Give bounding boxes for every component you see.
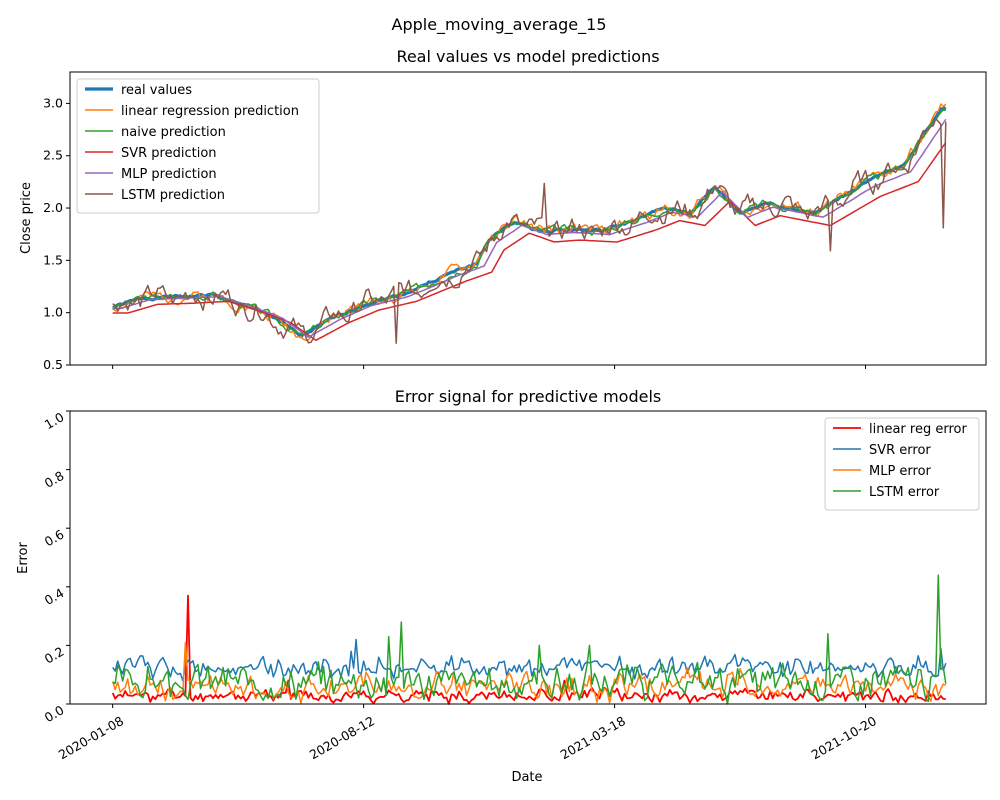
top-legend: real values linear regression prediction n…: [76, 78, 320, 214]
legend-box: [824, 417, 980, 511]
bottom-axes-frame: [69, 410, 987, 705]
top-x-ticks: [112, 365, 867, 369]
top-plot-area: [112, 103, 947, 344]
series-line: [112, 108, 947, 336]
bottom-y-ticks: 0.0 0.2 0.4 0.6 0.8 1.0: [42, 409, 70, 725]
series-line: [111, 594, 946, 705]
series-line: [112, 574, 947, 705]
legend-label: SVR prediction: [121, 146, 217, 161]
top-panel: Real values vs model predictions 0.5 1.0 1…: [19, 47, 987, 372]
legend-label: SVR error: [869, 443, 931, 458]
y-tick-label: 0.6: [42, 526, 67, 549]
y-tick-label: 0.0: [42, 702, 67, 725]
y-tick-label: 1.5: [43, 252, 63, 267]
bottom-xlabel: Date: [511, 770, 542, 785]
y-tick-label: 0.8: [42, 468, 67, 491]
legend-label: LSTM error: [869, 485, 940, 500]
legend-label: LSTM prediction: [121, 188, 225, 203]
legend-label: MLP error: [869, 464, 932, 479]
x-tick-label: 2021-10-20: [809, 713, 879, 762]
y-tick-label: 2.0: [43, 200, 63, 215]
legend-label: naive prediction: [121, 125, 226, 140]
series-line: [112, 638, 947, 682]
series-line: [112, 118, 947, 338]
y-tick-label: 0.2: [42, 644, 67, 667]
legend-label: real values: [121, 83, 192, 98]
legend-label: linear reg error: [869, 422, 967, 437]
y-tick-label: 3.0: [43, 95, 63, 110]
top-ylabel: Close price: [19, 182, 34, 254]
figure-suptitle: Apple_moving_average_15: [392, 15, 607, 35]
x-tick-label: 2020-08-12: [307, 713, 377, 762]
legend-label: linear regression prediction: [121, 104, 299, 119]
bottom-title: Error signal for predictive models: [395, 387, 661, 406]
series-line: [112, 141, 947, 342]
x-tick-label: 2020-01-08: [56, 713, 126, 762]
x-tick-label: 2021-03-18: [558, 713, 628, 762]
bottom-panel: Error signal for predictive models 0.00.…: [16, 387, 987, 785]
y-tick-label: 2.5: [43, 148, 63, 163]
top-title: Real values vs model predictions: [396, 47, 659, 66]
top-y-ticks: 0.5 1.0 1.5 2.0 2.5 3.0: [43, 95, 70, 372]
y-tick-label: 1.0: [43, 305, 63, 320]
y-tick-label: 0.5: [43, 357, 63, 372]
bottom-legend: linear reg error SVR error MLP error LSTM e…: [824, 417, 980, 511]
y-tick-label: 1.0: [42, 409, 67, 432]
bottom-plot-area: [111, 574, 947, 705]
series-line: [111, 641, 947, 704]
legend-label: MLP prediction: [121, 167, 217, 182]
y-tick-label: 0.4: [42, 585, 67, 608]
legend-box: [76, 78, 320, 214]
top-axes-frame: [69, 71, 987, 366]
bottom-x-ticks: 2020-01-08 2020-08-12 2021-03-18 2021-10-20: [56, 704, 879, 762]
series-line: [112, 117, 947, 344]
bottom-ylabel: Error: [16, 542, 31, 574]
